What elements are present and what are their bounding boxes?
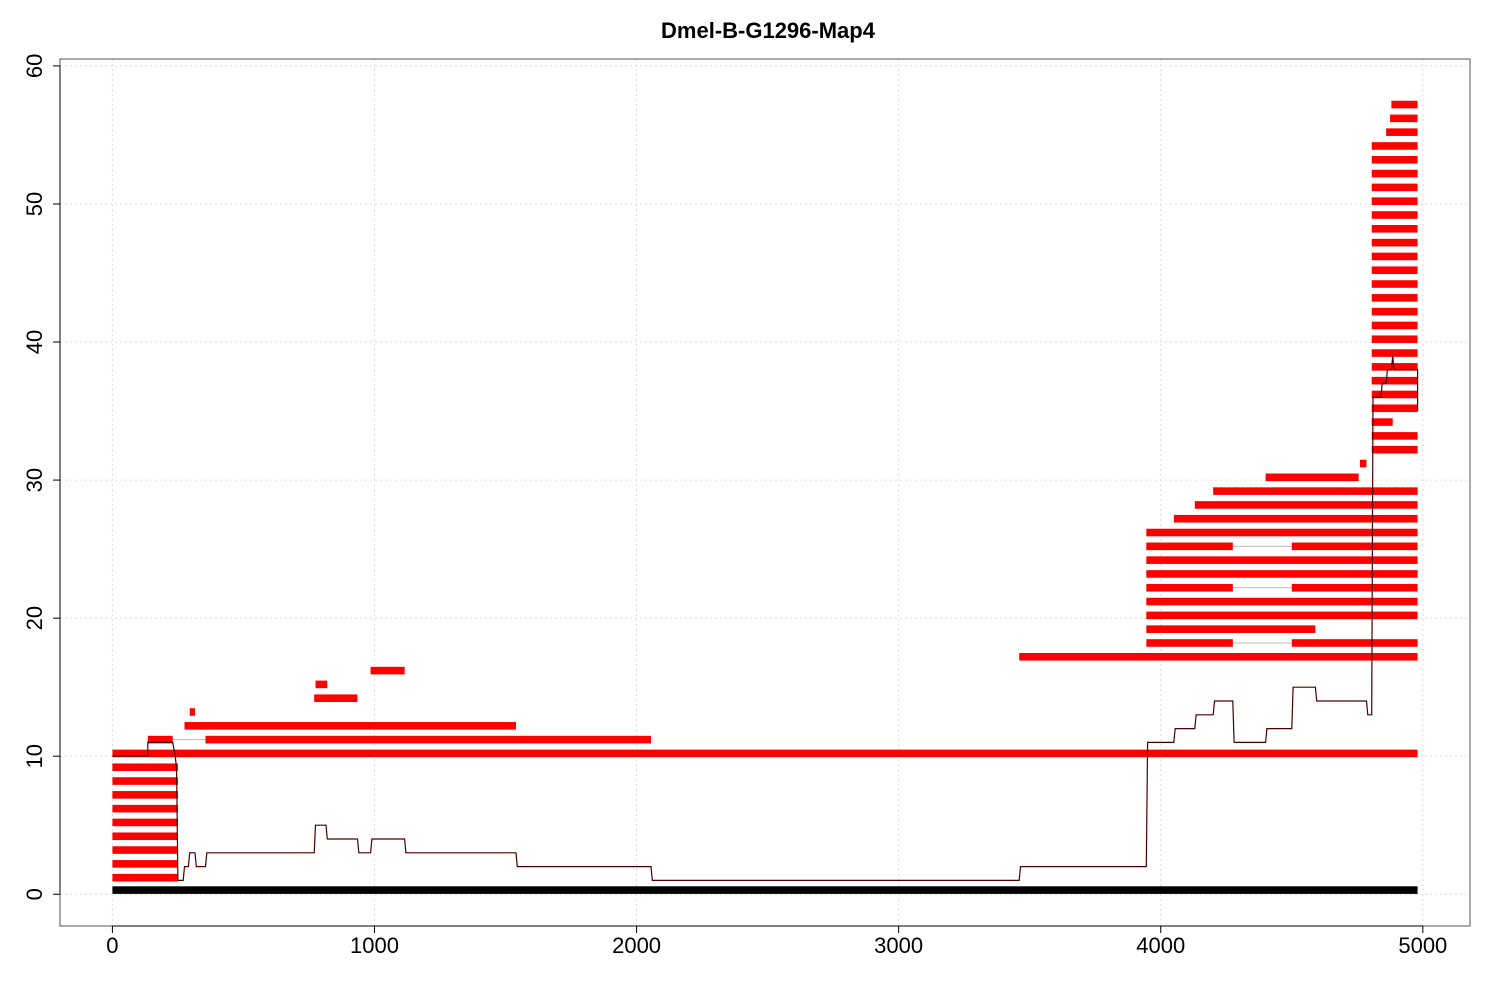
- read-bar: [1146, 542, 1233, 551]
- y-tick-label: 60: [22, 54, 47, 78]
- reference-bar: [112, 886, 1418, 894]
- read-bar: [112, 791, 178, 799]
- read-bar: [370, 666, 405, 675]
- x-tick-label: 0: [106, 933, 118, 958]
- read-bar: [315, 680, 328, 689]
- read-bar: [1146, 528, 1418, 537]
- read-bar: [112, 846, 178, 854]
- read-bar: [1371, 155, 1418, 164]
- read-gaps: [172, 545, 1292, 741]
- read-bar: [1390, 114, 1418, 123]
- read-bar: [1146, 583, 1233, 592]
- read-bar: [1173, 514, 1418, 523]
- y-tick-label: 20: [22, 606, 47, 630]
- read-bar: [1291, 583, 1418, 592]
- read-bar: [1146, 639, 1233, 647]
- chart-title: Dmel-B-G1296-Map4: [661, 18, 876, 43]
- read-bar: [112, 749, 1418, 758]
- read-bar: [112, 777, 178, 785]
- reference: [112, 886, 1418, 894]
- read-bar: [1371, 266, 1418, 275]
- coverage-line: [112, 355, 1419, 881]
- read-bar: [1265, 473, 1359, 482]
- read-bar: [1146, 556, 1418, 564]
- x-tick-label: 2000: [612, 933, 661, 958]
- read-bar: [1371, 197, 1418, 205]
- read-bar: [189, 708, 195, 716]
- reads: [112, 100, 1418, 882]
- y-tick-label: 10: [22, 744, 47, 768]
- read-bar: [1146, 570, 1418, 578]
- x-axis: 0 1000 2000 3000 4000 5000: [106, 925, 1447, 958]
- x-tick-label: 4000: [1136, 933, 1185, 958]
- read-bar: [1371, 335, 1418, 344]
- read-bar: [1371, 363, 1418, 371]
- read-bar: [112, 763, 178, 772]
- read-bar: [1371, 445, 1418, 454]
- read-bar: [1371, 404, 1418, 413]
- read-bar: [112, 873, 178, 882]
- read-bar: [147, 735, 173, 744]
- read-bar: [112, 818, 178, 827]
- read-bar: [1146, 597, 1418, 606]
- read-bar: [112, 804, 178, 813]
- y-tick-label: 50: [22, 192, 47, 216]
- read-bar: [112, 832, 178, 841]
- read-bar: [1371, 142, 1418, 150]
- read-bar: [1371, 238, 1418, 247]
- read-bar: [314, 694, 358, 703]
- read-bar: [1371, 376, 1418, 385]
- read-bar: [1146, 625, 1316, 633]
- read-bar: [1371, 252, 1418, 261]
- read-bar: [1371, 390, 1418, 399]
- read-bar: [1019, 652, 1418, 661]
- y-tick-label: 30: [22, 468, 47, 492]
- y-axis: 0 10 20 30 40 50 60: [22, 54, 61, 900]
- read-bar: [112, 860, 178, 868]
- read-bar: [1371, 349, 1418, 357]
- read-bar: [1371, 280, 1418, 288]
- read-bar: [1291, 542, 1418, 551]
- x-tick-label: 5000: [1398, 933, 1447, 958]
- read-bar: [1371, 183, 1418, 192]
- read-bar: [1371, 294, 1418, 302]
- read-bar: [1386, 128, 1418, 136]
- read-bar: [1371, 169, 1418, 178]
- read-bar: [205, 735, 651, 744]
- y-tick-label: 40: [22, 330, 47, 354]
- read-bar: [1391, 100, 1418, 109]
- y-tick-label: 0: [22, 888, 47, 900]
- read-bar: [1371, 211, 1418, 219]
- read-bar: [184, 722, 517, 730]
- read-bar: [1359, 459, 1367, 468]
- coverage: [112, 355, 1419, 881]
- read-bar: [1146, 611, 1418, 620]
- read-bar: [1371, 418, 1393, 426]
- read-bar: [1213, 487, 1418, 495]
- read-bar: [1371, 225, 1418, 233]
- read-bar: [1371, 307, 1418, 316]
- read-bar: [1291, 639, 1418, 647]
- read-bar: [1194, 501, 1418, 509]
- x-tick-label: 3000: [874, 933, 923, 958]
- read-bar: [1371, 321, 1418, 330]
- x-tick-label: 1000: [350, 933, 399, 958]
- read-bar: [1371, 432, 1418, 440]
